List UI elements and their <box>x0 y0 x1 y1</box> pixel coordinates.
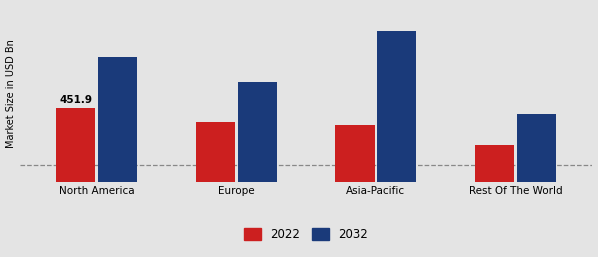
Legend: 2022, 2032: 2022, 2032 <box>242 226 370 243</box>
Bar <box>335 125 374 182</box>
Bar <box>517 114 556 182</box>
Text: 451.9: 451.9 <box>59 95 92 105</box>
Bar <box>56 108 95 182</box>
Bar <box>475 145 514 182</box>
Bar <box>237 82 277 182</box>
Bar <box>377 31 416 182</box>
Bar <box>98 57 137 182</box>
Y-axis label: Market Size in USD Bn: Market Size in USD Bn <box>5 39 16 148</box>
Bar <box>196 122 235 182</box>
